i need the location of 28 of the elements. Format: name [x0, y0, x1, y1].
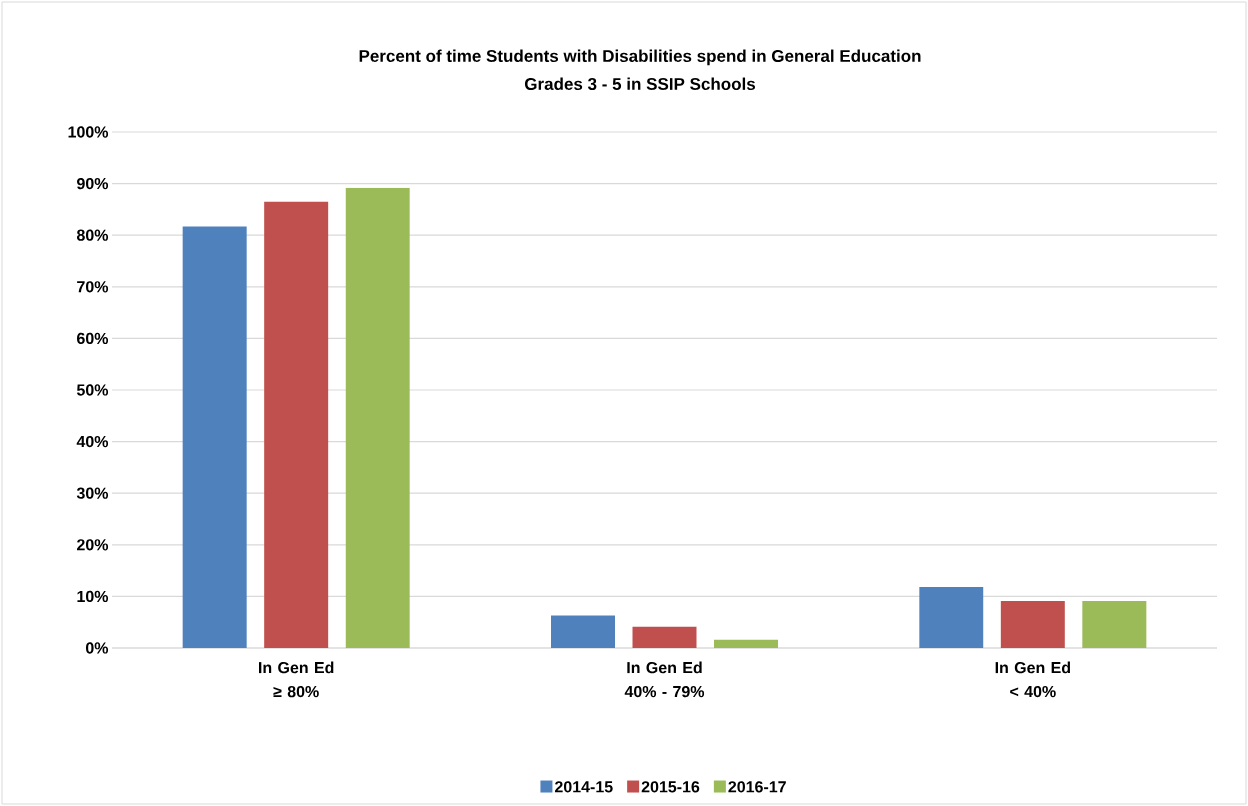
- y-tick-label: 20%: [77, 539, 109, 551]
- y-tick-label: 30%: [76, 487, 109, 499]
- y-tick-label: 80%: [76, 229, 109, 241]
- y-tick-label: 100%: [68, 126, 109, 138]
- chart-title: Percent of time Students with Disabilities spend in General Education: [359, 49, 921, 66]
- y-tick-label: 10%: [77, 590, 109, 603]
- legend-label: 2014-15: [554, 781, 613, 793]
- y-tick-label: 60%: [77, 332, 109, 345]
- bar: [264, 201, 329, 648]
- chart-subtitle: Grades 3 - 5 in SSIP Schools: [524, 77, 756, 91]
- bar: [551, 615, 615, 648]
- y-tick-label: 70%: [77, 281, 109, 293]
- bar: [714, 639, 778, 648]
- bar: [182, 226, 247, 648]
- bar: [1000, 601, 1065, 648]
- x-tick-label: In Gen Ed < 40%: [995, 661, 1070, 698]
- y-tick-label: 90%: [77, 177, 109, 190]
- x-tick-label: In Gen Ed 40% - 79%: [624, 661, 705, 698]
- bar: [632, 626, 697, 648]
- x-tick-label: In Gen Ed ≥ 80%: [259, 661, 334, 698]
- y-tick-label: 40%: [76, 435, 109, 448]
- y-tick-label: 50%: [76, 384, 109, 396]
- legend-label: 2015-16: [641, 781, 700, 793]
- bar: [1082, 601, 1147, 648]
- bar: [345, 187, 410, 648]
- bar: [919, 587, 984, 648]
- y-tick-label: 0%: [85, 642, 109, 654]
- legend-label: 2016-17: [728, 781, 786, 793]
